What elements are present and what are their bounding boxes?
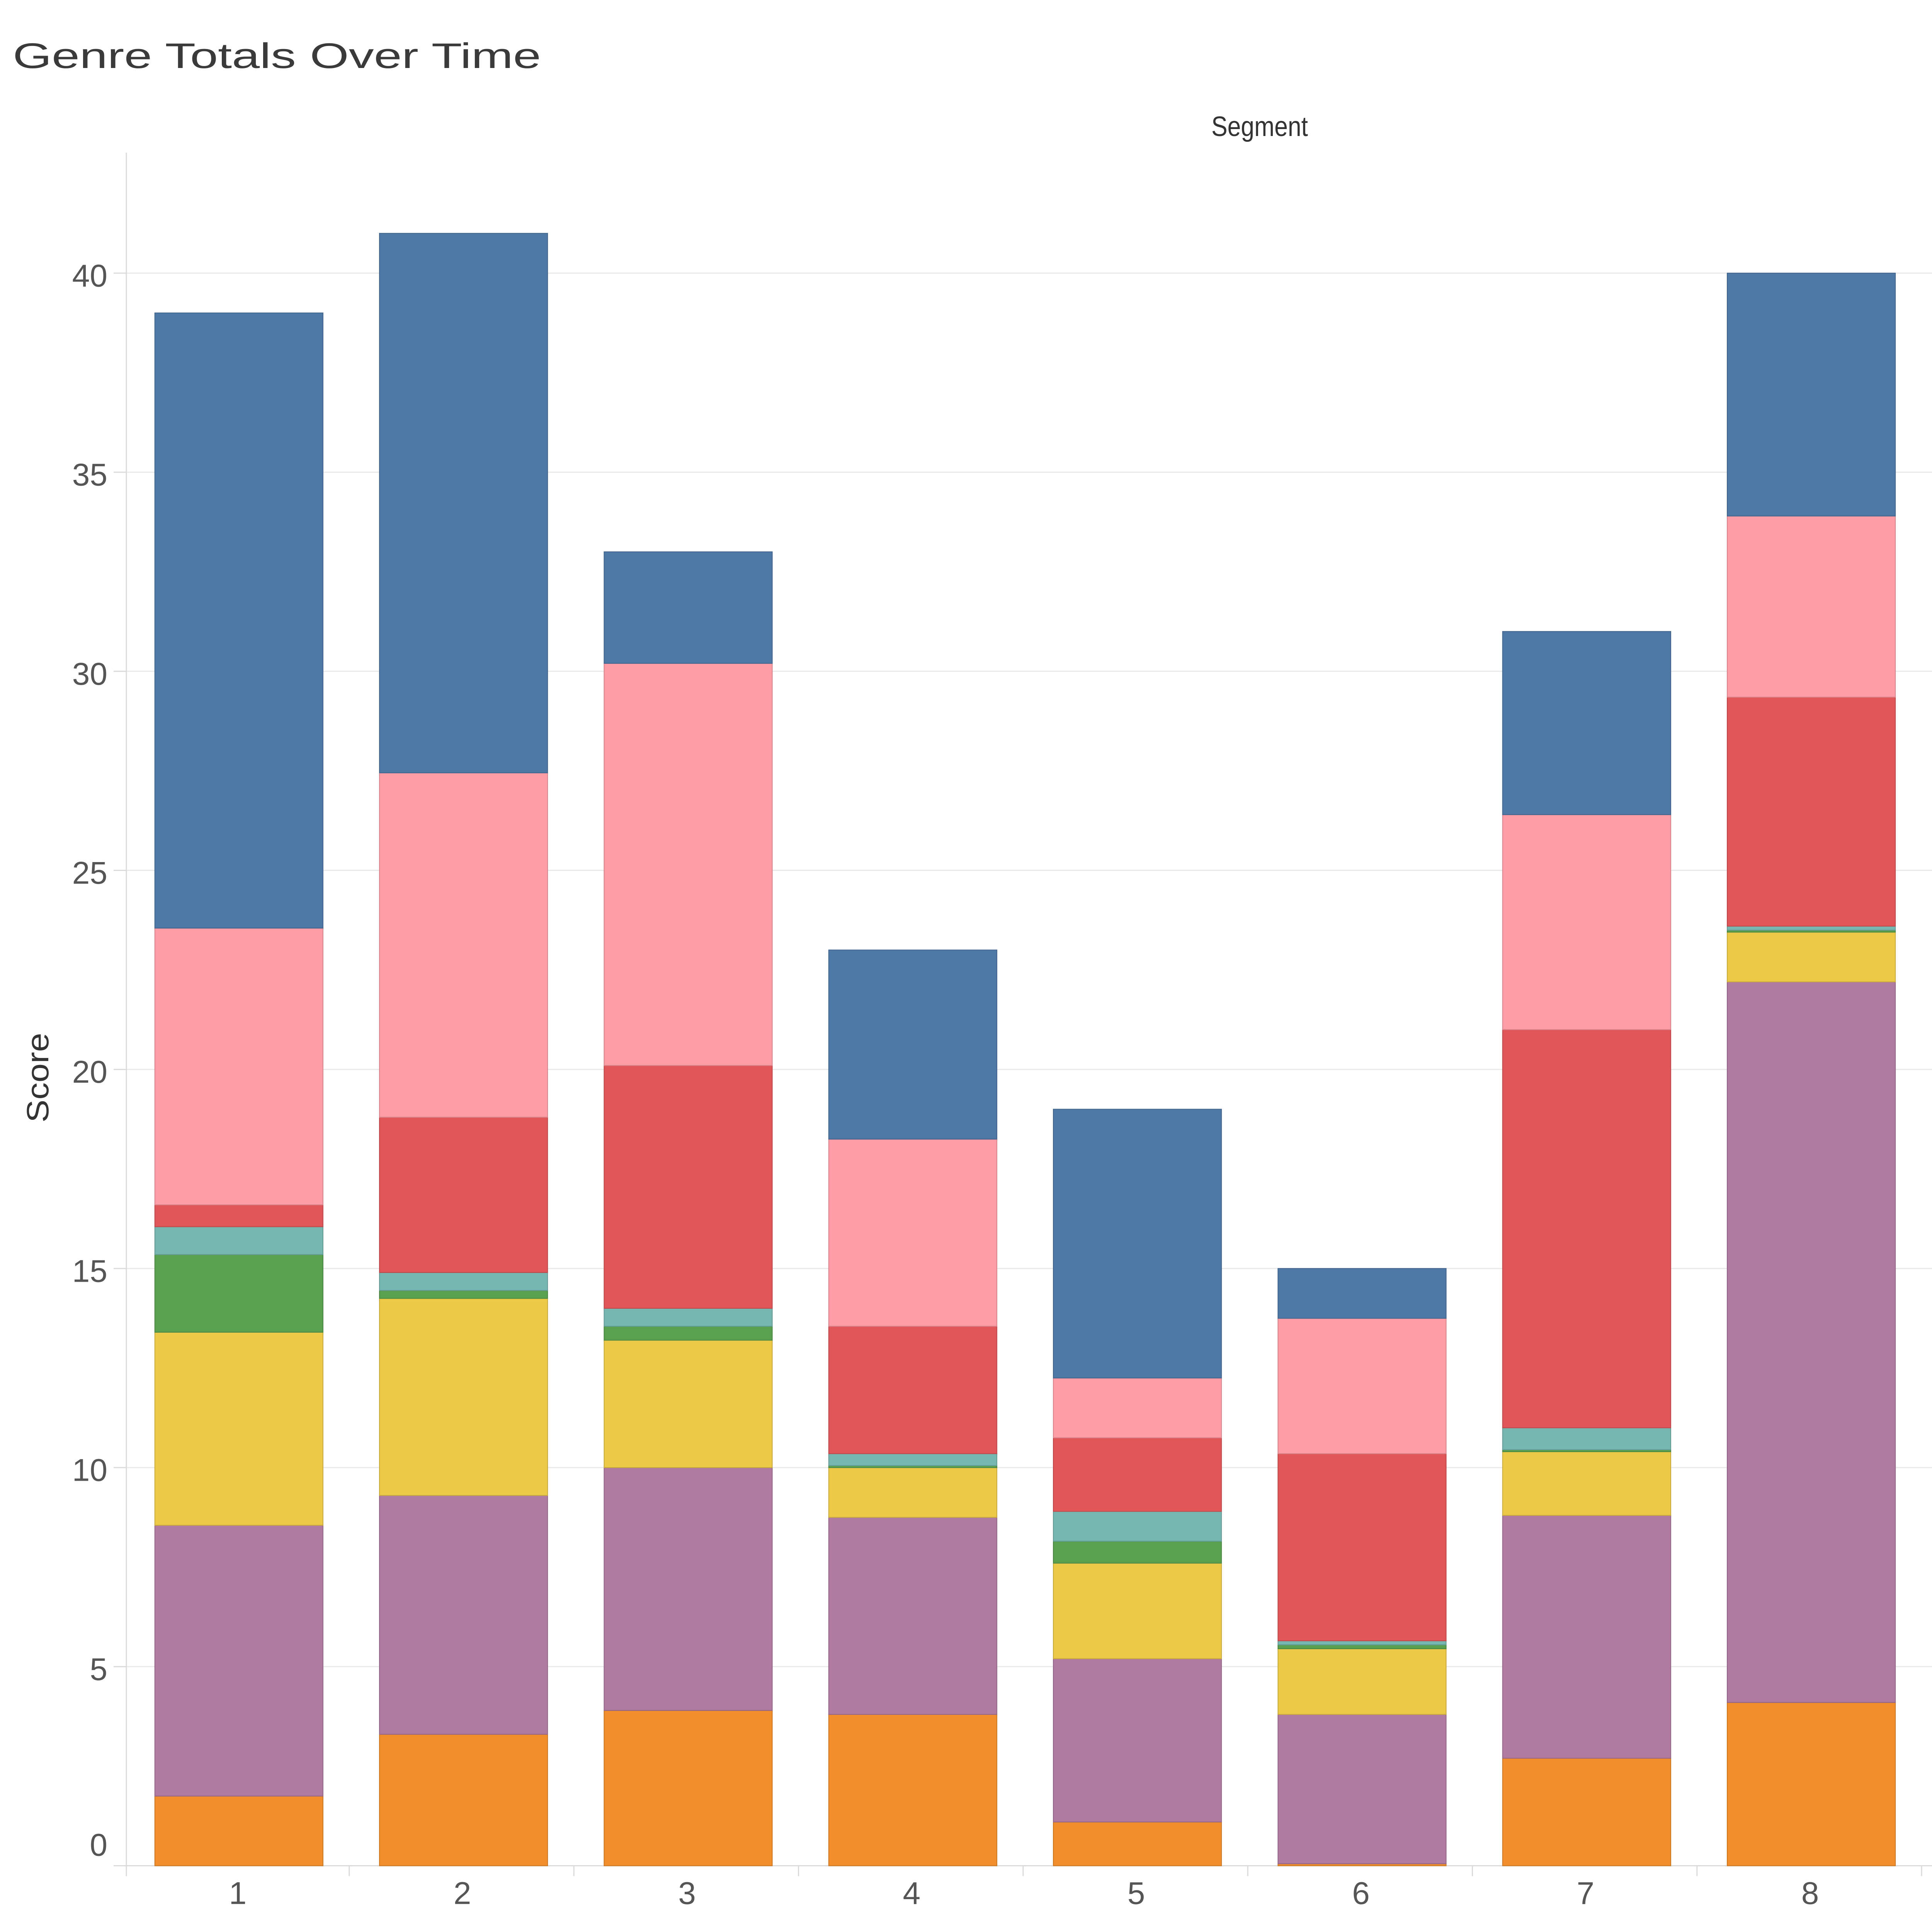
svg-text:10: 10 bbox=[72, 1453, 107, 1488]
svg-text:3: 3 bbox=[678, 1876, 696, 1911]
svg-text:15: 15 bbox=[72, 1253, 107, 1289]
svg-text:Segment: Segment bbox=[1211, 111, 1308, 142]
svg-text:8: 8 bbox=[1801, 1876, 1819, 1911]
svg-text:Score: Score bbox=[20, 1033, 55, 1122]
svg-text:7: 7 bbox=[1577, 1876, 1594, 1911]
svg-text:30: 30 bbox=[72, 656, 107, 692]
svg-text:1: 1 bbox=[229, 1876, 247, 1911]
svg-text:2: 2 bbox=[454, 1876, 471, 1911]
svg-text:5: 5 bbox=[1128, 1876, 1145, 1911]
svg-text:20: 20 bbox=[72, 1054, 107, 1090]
svg-text:0: 0 bbox=[90, 1828, 107, 1863]
svg-text:Genre Totals Over Time: Genre Totals Over Time bbox=[13, 36, 541, 76]
svg-text:35: 35 bbox=[72, 457, 107, 493]
svg-text:6: 6 bbox=[1352, 1876, 1370, 1911]
svg-text:25: 25 bbox=[72, 855, 107, 891]
svg-text:40: 40 bbox=[72, 258, 107, 293]
svg-text:5: 5 bbox=[90, 1652, 107, 1687]
svg-text:4: 4 bbox=[903, 1876, 920, 1911]
